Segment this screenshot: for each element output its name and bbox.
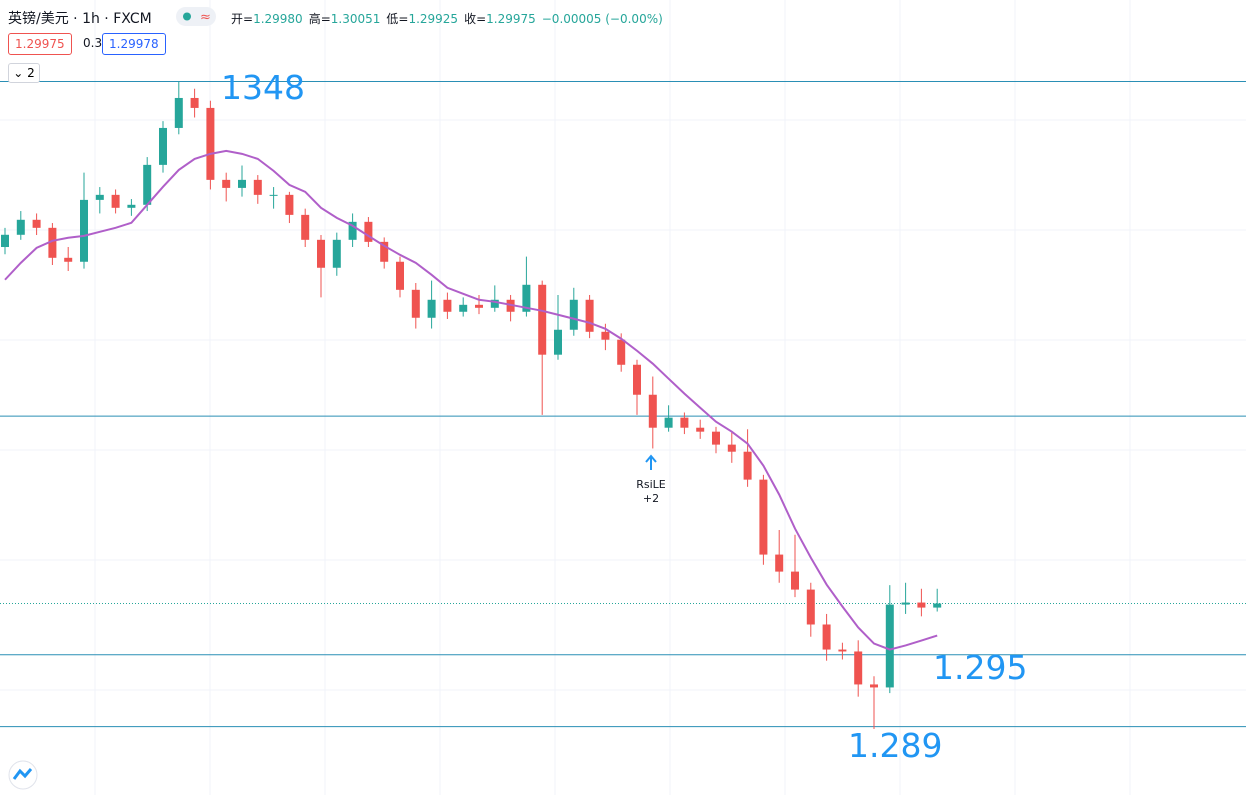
candle-body [127,204,136,208]
legend-label: 低= [386,12,409,26]
candle-body [585,299,594,332]
candle-body [238,179,246,188]
annotation: 1.295 [933,648,1028,687]
candle-body [633,364,641,395]
indicator-count: 2 [27,66,35,80]
candle-body [301,214,310,240]
candle-body [759,479,768,555]
candle-body [901,602,910,605]
candle-body [554,329,562,355]
candle-body [396,261,404,290]
signal-name: RsiLE [636,478,666,491]
ask-button[interactable]: 1.29978 [102,33,166,55]
legend-label: 收= [464,12,487,26]
candle-body [680,417,689,428]
annotation: 1.289 [848,726,943,765]
candle-body [332,239,341,268]
candle-body [411,289,420,318]
candle-body [364,221,373,242]
indicators-toggle[interactable]: ⌄ 2 [8,63,40,83]
status-pill[interactable]: ≈ [176,7,216,26]
candle-body [32,219,41,228]
annotation: 1348 [221,68,305,107]
legend-value: 1.30051 [330,12,381,26]
candle-body [443,299,452,312]
candle-body [1,234,9,248]
symbol[interactable]: 英镑/美元 · 1h · FXCM [8,11,152,27]
candle-body [806,589,815,625]
candle-body [743,451,752,480]
candle-body [712,431,720,445]
legend-change: −0.00005 (−0.00%) [541,12,663,26]
candle-body [95,194,104,200]
candle-body [174,97,183,128]
candle-body [885,604,894,688]
candle-body [522,284,531,312]
candle-body [427,299,436,318]
signal-arrow [645,454,657,470]
candle-body [933,603,942,608]
candle-body [222,179,231,188]
moving-average [4,149,938,651]
candle-body [285,194,294,215]
legend-value: 1.29975 [486,12,536,26]
candle-body [569,299,578,330]
svg-text:≈: ≈ [200,10,211,25]
ohlc-legend: 开=1.29980 高=1.30051 低=1.29925 收=1.29975 −0.0… [231,10,669,27]
candle-body [822,624,831,650]
candle-body [696,427,705,432]
legend-value: 1.29980 [253,12,303,26]
candle-body [159,127,167,165]
signal-qty: +2 [642,492,660,505]
candle-body [791,571,799,590]
candle-body [253,179,262,195]
spread: 0.3 [83,36,103,50]
logo [8,760,38,790]
candle-body [317,239,325,268]
candle-body [111,194,120,208]
candle-body [775,554,784,572]
candle-body [206,107,215,180]
candle-body [143,164,152,205]
candle-body [475,304,483,308]
candle-body [80,199,88,262]
bid-button[interactable]: 1.29975 [8,33,72,55]
candle-body [664,417,673,428]
candle-body [854,651,863,685]
candle-body [727,444,736,452]
candle-body [48,227,57,258]
legend-value: 1.29925 [408,12,459,26]
candle-body [870,684,878,688]
candle-body [459,304,468,312]
candle-body [838,649,847,652]
candle-body [917,602,926,608]
status-icons: ≈ [183,10,211,25]
candle-body [16,219,25,235]
candle-body [617,339,626,365]
chevron: ⌄ [13,66,28,80]
legend-label: 开= [231,12,254,26]
candle-body [538,284,547,355]
candle-body [648,394,657,428]
candle-body [601,331,610,340]
candle-body [348,221,357,240]
legend-label: 高= [308,12,331,26]
candle-body [64,257,73,262]
candle-body [380,241,389,262]
candle-body [190,97,199,108]
candle-body [490,299,499,308]
candle-body [269,194,278,196]
